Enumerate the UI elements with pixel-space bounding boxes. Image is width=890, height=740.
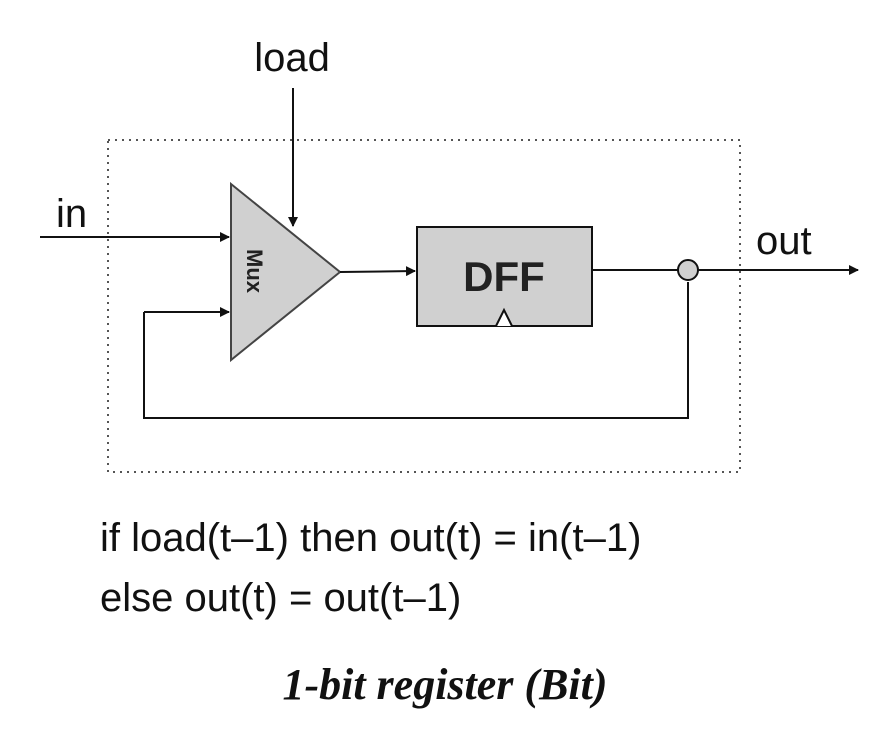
chip-boundary	[107, 139, 741, 473]
equation-line-1: if load(t–1) then out(t) = in(t–1)	[100, 516, 642, 560]
equation-line-2: else out(t) = out(t–1)	[100, 576, 462, 620]
register-diagram: Mux DFF load in out	[40, 36, 859, 473]
out-label: out	[756, 219, 812, 263]
dff-label: DFF	[463, 253, 545, 300]
diagram-caption: 1-bit register (Bit)	[282, 660, 608, 709]
junction-node	[677, 259, 699, 281]
in-label: in	[56, 192, 87, 236]
feedback-wire	[143, 282, 689, 419]
mux-block	[230, 181, 342, 363]
mux-label: Mux	[242, 249, 267, 294]
load-label: load	[254, 36, 330, 80]
clock-symbol	[495, 307, 513, 327]
mux-to-dff-wire	[339, 266, 416, 277]
